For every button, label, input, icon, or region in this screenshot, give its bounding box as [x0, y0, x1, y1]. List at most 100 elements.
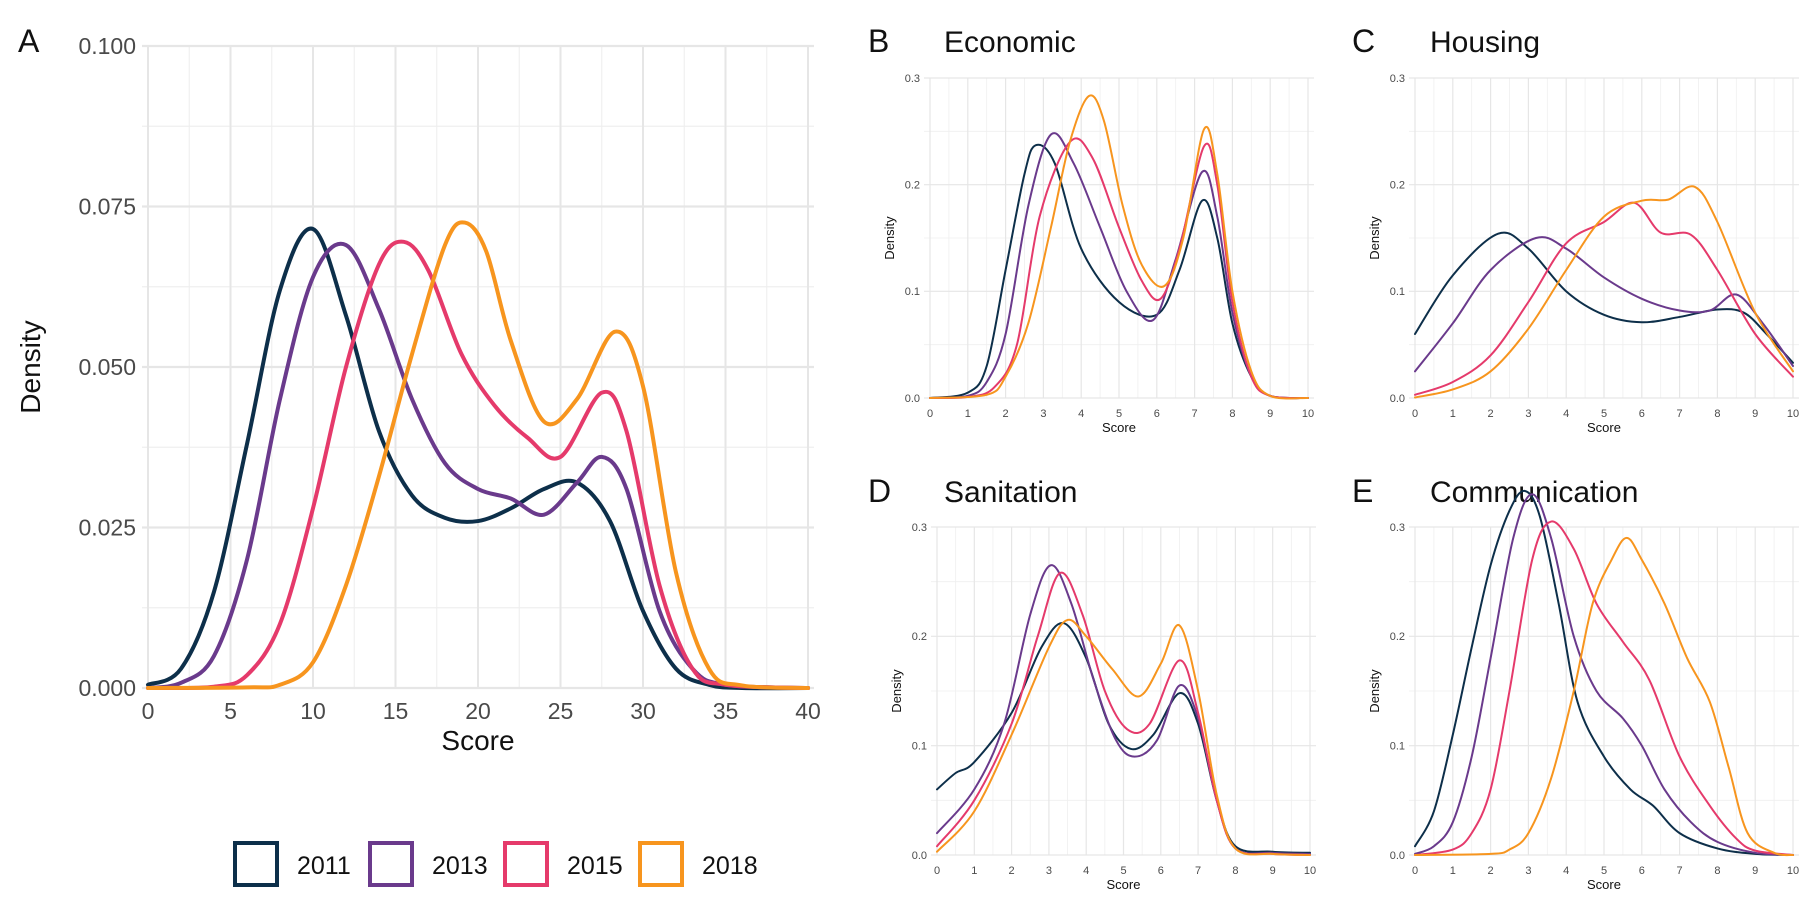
legend-label: 2013 [432, 852, 488, 880]
x-tick-label: 10 [300, 698, 326, 724]
y-tick-label: 0.025 [78, 515, 136, 541]
x-tick-label: 4 [1563, 865, 1569, 877]
x-tick-label: 7 [1192, 408, 1198, 420]
series-line-2013 [1414, 236, 1794, 373]
x-tick-label: 1 [1450, 408, 1456, 420]
x-tick-label: 9 [1270, 865, 1276, 877]
gridlines [142, 44, 814, 690]
x-tick-label: 2 [1009, 865, 1015, 877]
x-tick-label: 8 [1714, 865, 1720, 877]
x-tick-label: 35 [713, 698, 739, 724]
x-tick-label: 5 [1601, 408, 1607, 420]
series-line-2015 [929, 137, 1309, 400]
legend-swatch [368, 841, 414, 887]
y-tick-label: 0.1 [1390, 741, 1405, 753]
y-tick-label: 0.0 [1390, 393, 1405, 405]
panel-title: Economic [944, 26, 1076, 59]
series-lines [1414, 185, 1794, 399]
y-tick-label: 0.050 [78, 354, 136, 380]
x-tick-label: 20 [465, 698, 491, 724]
x-tick-label: 8 [1232, 865, 1238, 877]
y-tick-label: 0.2 [1390, 631, 1405, 643]
tick-labels: 0 1 2 3 4 5 6 7 8 9 10 0.0 0.1 0.2 0.3 [1390, 522, 1799, 877]
x-tick-label: 5 [224, 698, 237, 724]
y-tick-label: 0.0 [912, 850, 927, 862]
x-tick-label: 6 [1639, 865, 1645, 877]
x-axis-title: Score [1107, 877, 1141, 892]
panel-label: C [1352, 23, 1375, 59]
gridlines [1409, 77, 1799, 399]
panel-c: 0 1 2 3 4 5 6 7 8 9 10 0.0 0.1 0.2 0.3 Score Density C Hou… [1352, 23, 1799, 435]
x-tick-label: 4 [1083, 865, 1089, 877]
x-tick-label: 0 [934, 865, 940, 877]
x-tick-label: 40 [795, 698, 821, 724]
y-tick-label: 0.1 [912, 741, 927, 753]
y-axis-title: Density [1367, 216, 1382, 260]
legend-label: 2018 [702, 852, 758, 880]
x-tick-label: 5 [1116, 408, 1122, 420]
series-line-2013 [929, 132, 1309, 400]
x-tick-label: 7 [1677, 408, 1683, 420]
x-tick-label: 8 [1229, 408, 1235, 420]
panel-title: Housing [1430, 26, 1540, 59]
x-tick-label: 10 [1787, 865, 1799, 877]
x-tick-label: 0 [142, 698, 155, 724]
series-lines [929, 94, 1309, 400]
series-line-2018 [1414, 185, 1794, 399]
y-tick-label: 0.1 [1390, 286, 1405, 298]
series-line-2015 [1414, 201, 1794, 396]
x-tick-label: 3 [1525, 408, 1531, 420]
x-tick-label: 6 [1154, 408, 1160, 420]
gridlines [931, 526, 1316, 856]
series-lines [1414, 489, 1794, 857]
tick-labels: 0 5 10 15 20 25 30 35 40 0.000 0.025 0.050 0.075 0.10… [78, 33, 820, 724]
y-tick-label: 0.2 [912, 631, 927, 643]
legend-swatch [503, 841, 549, 887]
y-tick-label: 0.0 [905, 393, 920, 405]
y-tick-label: 0.3 [912, 522, 927, 534]
x-tick-label: 2 [1488, 865, 1494, 877]
series-line-2013 [146, 241, 810, 690]
x-tick-label: 10 [1787, 408, 1799, 420]
legend-label: 2011 [297, 852, 351, 880]
panel-title: Communication [1430, 476, 1638, 509]
series-line-2018 [929, 94, 1309, 400]
x-tick-label: 7 [1195, 865, 1201, 877]
x-tick-label: 3 [1046, 865, 1052, 877]
legend-swatch [233, 841, 279, 887]
x-tick-label: 1 [1450, 865, 1456, 877]
x-axis-title: Score [1587, 877, 1621, 892]
gridlines [924, 77, 1314, 399]
series-line-2011 [1414, 231, 1794, 364]
y-tick-label: 0.3 [1390, 73, 1405, 85]
x-axis-title: Score [441, 725, 514, 756]
series-line-2018 [1414, 536, 1794, 857]
series-line-2015 [146, 239, 810, 691]
series-line-2011 [1414, 489, 1794, 856]
x-tick-label: 10 [1302, 408, 1314, 420]
y-tick-label: 0.3 [905, 73, 920, 85]
y-tick-label: 0.075 [78, 194, 136, 220]
x-tick-label: 8 [1714, 408, 1720, 420]
x-tick-label: 2 [1488, 408, 1494, 420]
y-tick-label: 0.2 [1390, 180, 1405, 192]
x-tick-label: 9 [1267, 408, 1273, 420]
legend-item-2015: 2015 [503, 841, 623, 887]
series-line-2018 [146, 220, 810, 690]
x-tick-label: 25 [548, 698, 574, 724]
panel-label: A [18, 23, 40, 59]
x-tick-label: 15 [383, 698, 409, 724]
x-tick-label: 7 [1677, 865, 1683, 877]
y-tick-label: 0.100 [78, 33, 136, 59]
series-line-2013 [1414, 493, 1794, 856]
legend-item-2013: 2013 [368, 841, 488, 887]
x-tick-label: 0 [1412, 408, 1418, 420]
y-tick-label: 0.3 [1390, 522, 1405, 534]
panel-title: Sanitation [944, 476, 1077, 509]
x-tick-label: 6 [1158, 865, 1164, 877]
panel-b: 0 1 2 3 4 5 6 7 8 9 10 0.0 0.1 0.2 0.3 Score Density B Eco… [868, 23, 1314, 435]
x-tick-label: 0 [1412, 865, 1418, 877]
tick-labels: 0 1 2 3 4 5 6 7 8 9 10 0.0 0.1 0.2 0.3 [1390, 73, 1799, 420]
y-axis-title: Density [1367, 669, 1382, 713]
x-tick-label: 6 [1639, 408, 1645, 420]
